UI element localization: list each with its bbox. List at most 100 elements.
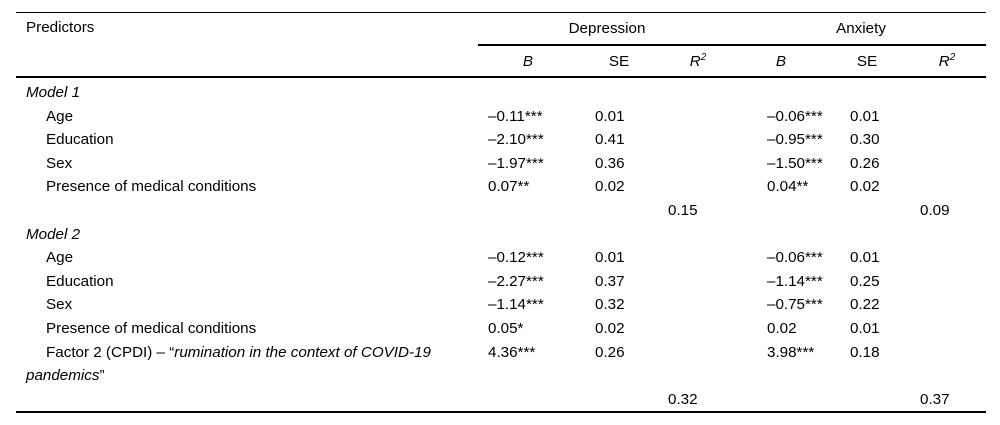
cell-anxiety-se: 0.01	[850, 319, 880, 337]
cell-anxiety-b: –1.14***	[767, 272, 823, 290]
cell-anxiety-se: 0.26	[850, 154, 880, 172]
col-header-b-anxiety: B	[736, 45, 826, 78]
table-row: Presence of medical conditions 0.05* 0.0…	[16, 317, 986, 341]
cell-anxiety-r2: 0.37	[920, 390, 950, 408]
cell-depression-se: 0.02	[595, 319, 625, 337]
cell-depression-se: 0.26	[595, 343, 625, 361]
cell-anxiety-b: 0.02	[767, 319, 797, 337]
cell-anxiety-se: 0.25	[850, 272, 880, 290]
col-header-r2-depression: R2	[660, 45, 736, 78]
predictor-label: Age	[46, 107, 74, 125]
table-row: Education –2.27*** 0.37 –1.14*** 0.25	[16, 270, 986, 294]
r2-symbol: R	[938, 52, 950, 70]
r2-superscript: 2	[949, 51, 956, 63]
col-header-se-anxiety: SE	[826, 45, 908, 78]
cell-depression-b: –0.12***	[488, 249, 544, 267]
cell-depression-b: –0.11***	[488, 107, 543, 125]
cell-depression-se: 0.01	[595, 249, 625, 267]
table-row-r2-model2: 0.32 0.37	[16, 388, 986, 413]
table-row-factor2: Factor 2 (CPDI) – “rumination in the con…	[16, 341, 986, 388]
predictor-label: Sex	[46, 154, 73, 172]
factor-label-suffix: ”	[99, 367, 105, 385]
predictor-label: Education	[46, 272, 114, 290]
model-label: Model 1	[26, 84, 81, 101]
table-row: Presence of medical conditions 0.07** 0.…	[16, 175, 986, 199]
group-header-depression: Depression	[478, 12, 736, 46]
cell-depression-r2	[660, 105, 736, 129]
table-row: Sex –1.14*** 0.32 –0.75*** 0.22	[16, 293, 986, 317]
r2-superscript: 2	[700, 51, 707, 63]
cell-depression-b: –2.10***	[488, 131, 544, 149]
predictor-label: Age	[46, 249, 74, 267]
cell-depression-r2	[660, 341, 736, 388]
table-row: Age –0.11*** 0.01 –0.06*** 0.01	[16, 105, 986, 129]
cell-depression-r2	[660, 317, 736, 341]
group-header-anxiety: Anxiety	[736, 12, 987, 46]
cell-depression-se: 0.36	[595, 154, 625, 172]
r2-symbol: R	[689, 52, 701, 70]
cell-anxiety-r2	[908, 270, 986, 294]
cell-anxiety-se	[826, 199, 908, 223]
cell-anxiety-se: 0.01	[850, 249, 880, 267]
predictor-label: Education	[46, 131, 114, 149]
cell-depression-r2: 0.15	[668, 201, 698, 219]
cell-depression-se	[578, 388, 660, 413]
header-row-groups: Predictors Depression Anxiety	[16, 12, 987, 78]
cell-anxiety-r2	[908, 317, 986, 341]
regression-table: Predictors Depression Anxiety B SE R2 B …	[16, 12, 987, 414]
cell-anxiety-se: 0.22	[850, 296, 880, 314]
cell-anxiety-r2	[908, 128, 986, 152]
predictor-label	[16, 388, 478, 413]
cell-anxiety-b: 0.04**	[767, 178, 809, 196]
table-row-r2-model1: 0.15 0.09	[16, 199, 986, 223]
cell-depression-se: 0.01	[595, 107, 625, 125]
col-header-predictors: Predictors	[16, 12, 478, 78]
cell-anxiety-se: 0.30	[850, 131, 880, 149]
table-row: Education –2.10*** 0.41 –0.95*** 0.30	[16, 128, 986, 152]
cell-anxiety-r2	[908, 246, 986, 270]
cell-anxiety-r2	[908, 341, 986, 388]
cell-depression-se: 0.02	[595, 178, 625, 196]
cell-depression-r2	[660, 152, 736, 176]
cell-depression-se: 0.37	[595, 272, 625, 290]
cell-depression-b: –2.27***	[488, 272, 544, 290]
cell-depression-se: 0.32	[595, 296, 625, 314]
cell-anxiety-se	[826, 388, 908, 413]
cell-anxiety-se: 0.02	[850, 178, 880, 196]
page: Predictors Depression Anxiety B SE R2 B …	[16, 12, 987, 414]
table-row: Age –0.12*** 0.01 –0.06*** 0.01	[16, 246, 986, 270]
cell-depression-r2	[660, 293, 736, 317]
cell-depression-b	[478, 199, 578, 223]
cell-depression-r2	[660, 175, 736, 199]
cell-anxiety-b: –0.06***	[767, 249, 823, 267]
cell-anxiety-b	[736, 388, 826, 413]
predictor-label: Presence of medical conditions	[46, 178, 257, 196]
predictor-label-factor2: Factor 2 (CPDI) – “rumination in the con…	[16, 341, 478, 388]
cell-depression-r2	[660, 246, 736, 270]
predictor-label: Presence of medical conditions	[46, 319, 257, 337]
cell-depression-b: –1.14***	[488, 296, 544, 314]
cell-anxiety-r2	[908, 293, 986, 317]
cell-anxiety-r2	[908, 152, 986, 176]
col-header-se-depression: SE	[578, 45, 660, 78]
col-header-r2-anxiety: R2	[908, 45, 987, 78]
cell-depression-b	[478, 388, 578, 413]
cell-anxiety-b	[736, 199, 826, 223]
cell-anxiety-b: –0.95***	[767, 131, 823, 149]
cell-anxiety-se: 0.01	[850, 107, 880, 125]
cell-depression-r2: 0.32	[668, 390, 698, 408]
cell-depression-r2	[660, 128, 736, 152]
header-row-stats: B SE R2 B SE R2	[16, 45, 987, 78]
cell-anxiety-b: –0.06***	[767, 107, 823, 125]
table-row: Sex –1.97*** 0.36 –1.50*** 0.26	[16, 152, 986, 176]
table-row-model1: Model 1	[16, 77, 986, 105]
cell-depression-b: 0.07**	[488, 178, 530, 196]
cell-anxiety-r2: 0.09	[920, 201, 950, 219]
cell-depression-b: 4.36***	[488, 343, 536, 361]
cell-depression-b: 0.05*	[488, 319, 524, 337]
cell-depression-se	[578, 199, 660, 223]
cell-anxiety-se: 0.18	[850, 343, 880, 361]
model-label: Model 2	[26, 225, 81, 243]
cell-anxiety-b: –1.50***	[767, 154, 823, 172]
predictor-label	[16, 199, 478, 223]
